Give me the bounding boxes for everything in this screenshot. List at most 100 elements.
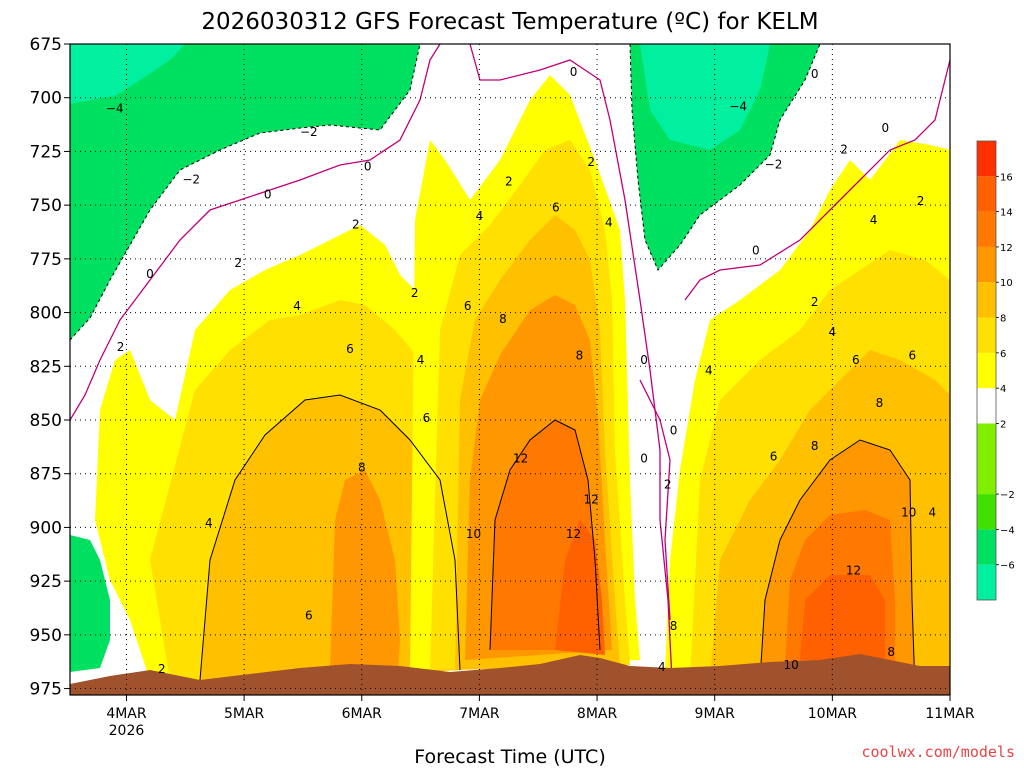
colorbar-label: −6 (1000, 561, 1015, 572)
contour-label: 10 (466, 527, 481, 541)
x-tick-label: 4MAR (106, 706, 147, 722)
credit-text: coolwx.com/models (861, 743, 1015, 761)
contour-label: 4 (658, 660, 666, 674)
contour-label: 6 (464, 299, 472, 313)
y-tick-label: 675 (30, 35, 62, 55)
contour-label: 6 (909, 349, 917, 363)
contour-label: −2 (765, 157, 783, 171)
y-tick-label: 925 (30, 572, 62, 592)
warm-region-3-12c (800, 575, 885, 660)
contour-label: 0 (364, 159, 372, 173)
minus2-contour-left (70, 44, 421, 341)
contour-label: 4 (476, 209, 484, 223)
colorbar-swatch (977, 141, 996, 177)
contour-label: 0 (264, 187, 272, 201)
x-axis-label: Forecast Time (UTC) (414, 746, 605, 768)
contour-label: 12 (846, 563, 861, 577)
contour-label: 2 (664, 477, 672, 491)
contour-label: −2 (300, 125, 318, 139)
colorbar-swatch (977, 211, 996, 247)
colorbar-frame (976, 140, 997, 601)
x-tick-label: 11MAR (925, 706, 974, 722)
colorbar: −6 −4 −2 2 4 6 8 10 12 14 16 (976, 140, 1015, 601)
colorbar-swatch (977, 246, 996, 283)
contour-label: 2 (811, 295, 819, 309)
colorbar-label: 6 (1000, 349, 1006, 360)
contour-label: 0 (640, 353, 648, 367)
colorbar-swatch (977, 564, 996, 600)
colorbar-label: 4 (1000, 384, 1006, 395)
contour-label: 2 (505, 175, 513, 189)
contour-label: 2 (917, 194, 925, 208)
x-tick-label: 5MAR (224, 706, 265, 722)
x-tick-label: 7MAR (459, 706, 500, 722)
contour-label: 2 (352, 217, 360, 231)
warm-region-1-8c (330, 470, 400, 670)
y-tick-label: 800 (30, 304, 62, 324)
contour-label: 4 (929, 505, 937, 519)
y-tick-label: 750 (30, 196, 62, 216)
colorbar-swatch (977, 494, 996, 530)
contour-label: 4 (293, 299, 301, 313)
zero-isotherm-3 (639, 379, 671, 621)
contour-label: 6 (305, 609, 313, 623)
contour-label: 6 (552, 200, 560, 214)
colorbar-label: −2 (1000, 490, 1015, 501)
y-tick-label: 850 (30, 411, 62, 431)
colorbar-swatch (977, 317, 996, 353)
contour-label: 0 (670, 424, 678, 438)
colorbar-swatch (977, 388, 996, 424)
colorbar-label: 10 (1000, 278, 1013, 289)
contour-label: 8 (358, 460, 366, 474)
colorbar-label: 8 (1000, 314, 1006, 325)
plot-area (70, 44, 950, 695)
contour-label: 8 (811, 439, 819, 453)
contour-label: 2 (411, 286, 419, 300)
contour-label: 8 (887, 645, 895, 659)
contour-label: 4 (205, 516, 213, 530)
zero-isotherm-4 (684, 59, 950, 301)
contour-label: 0 (811, 67, 819, 81)
cold-region-low-left (70, 535, 110, 672)
contour-label: 4 (705, 364, 713, 378)
contour-labels: −4 −2 −2 0 0 0 0 2 2 2 2 4 4 4 6 6 8 6 2 2 4 6 8 6 2 4 8 12 12 12 10 0 0… (106, 65, 936, 676)
contour-line-8-right (759, 439, 916, 691)
contour-label: 6 (852, 353, 860, 367)
contour-label: 4 (417, 353, 425, 367)
x-tick-label: 8MAR (577, 706, 618, 722)
contour-label: 4 (829, 325, 837, 339)
contour-label: 10 (901, 505, 916, 519)
contour-label: 8 (670, 619, 678, 633)
colorbar-swatch (977, 282, 996, 318)
contour-label: 8 (576, 349, 584, 363)
y-tick-label: 725 (30, 142, 62, 162)
plot-frame (69, 43, 951, 696)
colorbar-label: 16 (1000, 172, 1013, 183)
cold-core-aloft-left (70, 44, 185, 104)
zero-isotherm-2 (469, 44, 673, 681)
contour-label: −4 (106, 101, 124, 115)
contour-label: −2 (182, 172, 200, 186)
colorbar-swatch (977, 423, 996, 495)
colorbar-label: 14 (1000, 208, 1013, 219)
contour-label: 0 (570, 65, 578, 79)
y-tick-label: 775 (30, 250, 62, 270)
contour-label: 12 (513, 452, 528, 466)
contour-label: 8 (499, 312, 507, 326)
colorbar-label: 2 (1000, 419, 1006, 430)
contour-line-6-left (199, 394, 461, 681)
colorbar-swatch (977, 529, 996, 565)
cold-region-aloft-left (70, 44, 420, 340)
contour-label: 4 (605, 215, 613, 229)
contour-label: 6 (423, 411, 431, 425)
contour-label: 2 (158, 662, 166, 676)
contour-label: 0 (146, 267, 154, 281)
warm-region-2-12c (555, 520, 605, 655)
contour-label: 0 (640, 452, 648, 466)
contour-label: −4 (729, 99, 747, 113)
contour-label: 2 (587, 155, 595, 169)
contour-label: 12 (584, 492, 599, 506)
colorbar-swatch (977, 352, 996, 389)
